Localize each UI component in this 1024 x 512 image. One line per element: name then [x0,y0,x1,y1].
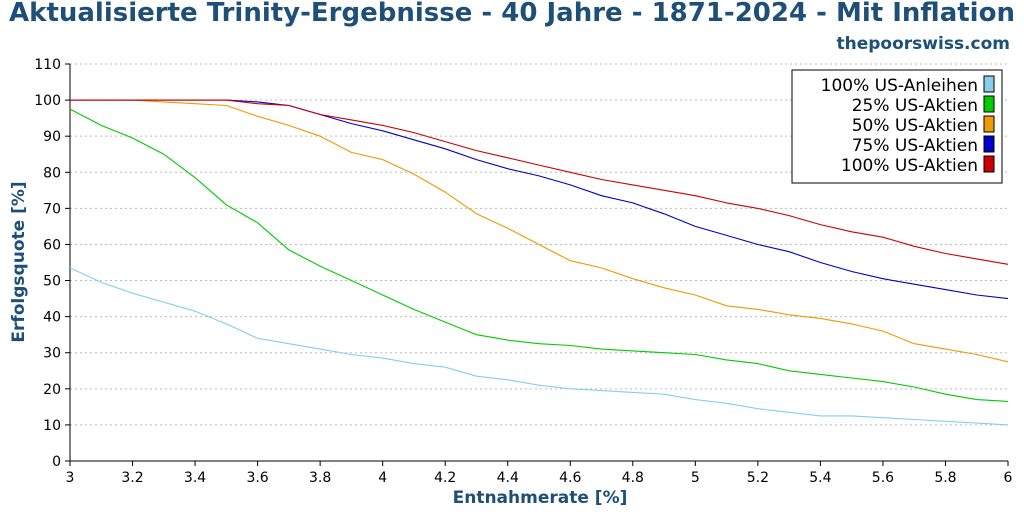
series-line [70,99,1009,265]
y-tick-label: 100 [34,93,61,109]
series-line [70,99,1009,363]
legend-label: 50% US-Aktien [852,116,978,136]
x-tick-label: 4.2 [434,470,456,486]
y-tick-label: 50 [43,274,61,290]
legend-label: 25% US-Aktien [852,96,978,116]
legend-swatch [983,135,995,153]
chart-title-bar: Aktualisierte Trinity-Ergebnisse - 40 Ja… [0,0,1024,34]
legend-swatch [983,75,995,93]
y-tick-label: 30 [43,346,61,362]
x-tick-label: 5.2 [747,470,769,486]
x-tick-label: 4.8 [622,470,644,486]
plot-area [69,64,1008,462]
x-axis-label: Entnahmerate [%] [453,488,628,508]
x-tick-label: 5 [691,470,700,486]
x-tick-label: 3.8 [309,470,331,486]
axes: 0 10 20 30 40 50 60 70 80 90 100 110 3 3.2 3.4 3.6 3.8 4 4… [34,57,1012,486]
y-tick-label: 20 [43,382,61,398]
x-tick-label: 5.4 [809,470,831,486]
y-tick-label: 60 [43,237,61,253]
series-layer [69,99,1009,426]
y-tick-label: 70 [43,201,61,217]
y-tick-label: 110 [34,57,61,73]
y-tick-label: 80 [43,165,61,181]
x-tick-label: 4.6 [559,470,581,486]
legend-label: 100% US-Aktien [841,156,978,176]
x-tick-label: 5.6 [872,470,894,486]
legend-label: 75% US-Aktien [852,136,978,156]
x-tick-label: 6 [1004,470,1013,486]
legend-swatch [983,95,995,113]
series-line [69,108,1009,402]
y-tick-label: 0 [52,454,61,470]
x-tick-label: 4.4 [497,470,519,486]
x-tick-label: 5.8 [934,470,956,486]
x-tick-label: 3.2 [121,470,143,486]
legend-swatch [983,115,995,133]
y-axis-label: Erfolgsquote [%] [9,181,29,342]
x-tick-label: 3 [66,470,75,486]
x-tick-label: 4 [378,470,387,486]
x-tick-label: 3.6 [246,470,268,486]
series-line [69,267,1009,426]
legend-box [791,69,1003,184]
y-tick-label: 90 [43,129,61,145]
chart-title: Aktualisierte Trinity-Ergebnisse - 40 Ja… [9,0,1015,28]
legend-label: 100% US-Anleihen [821,76,978,96]
y-tick-label: 10 [43,418,61,434]
legend-swatch [983,155,995,173]
y-tick-label: 40 [43,310,61,326]
brand-label: thepoorswiss.com [836,34,1011,54]
x-tick-label: 3.4 [184,470,206,486]
